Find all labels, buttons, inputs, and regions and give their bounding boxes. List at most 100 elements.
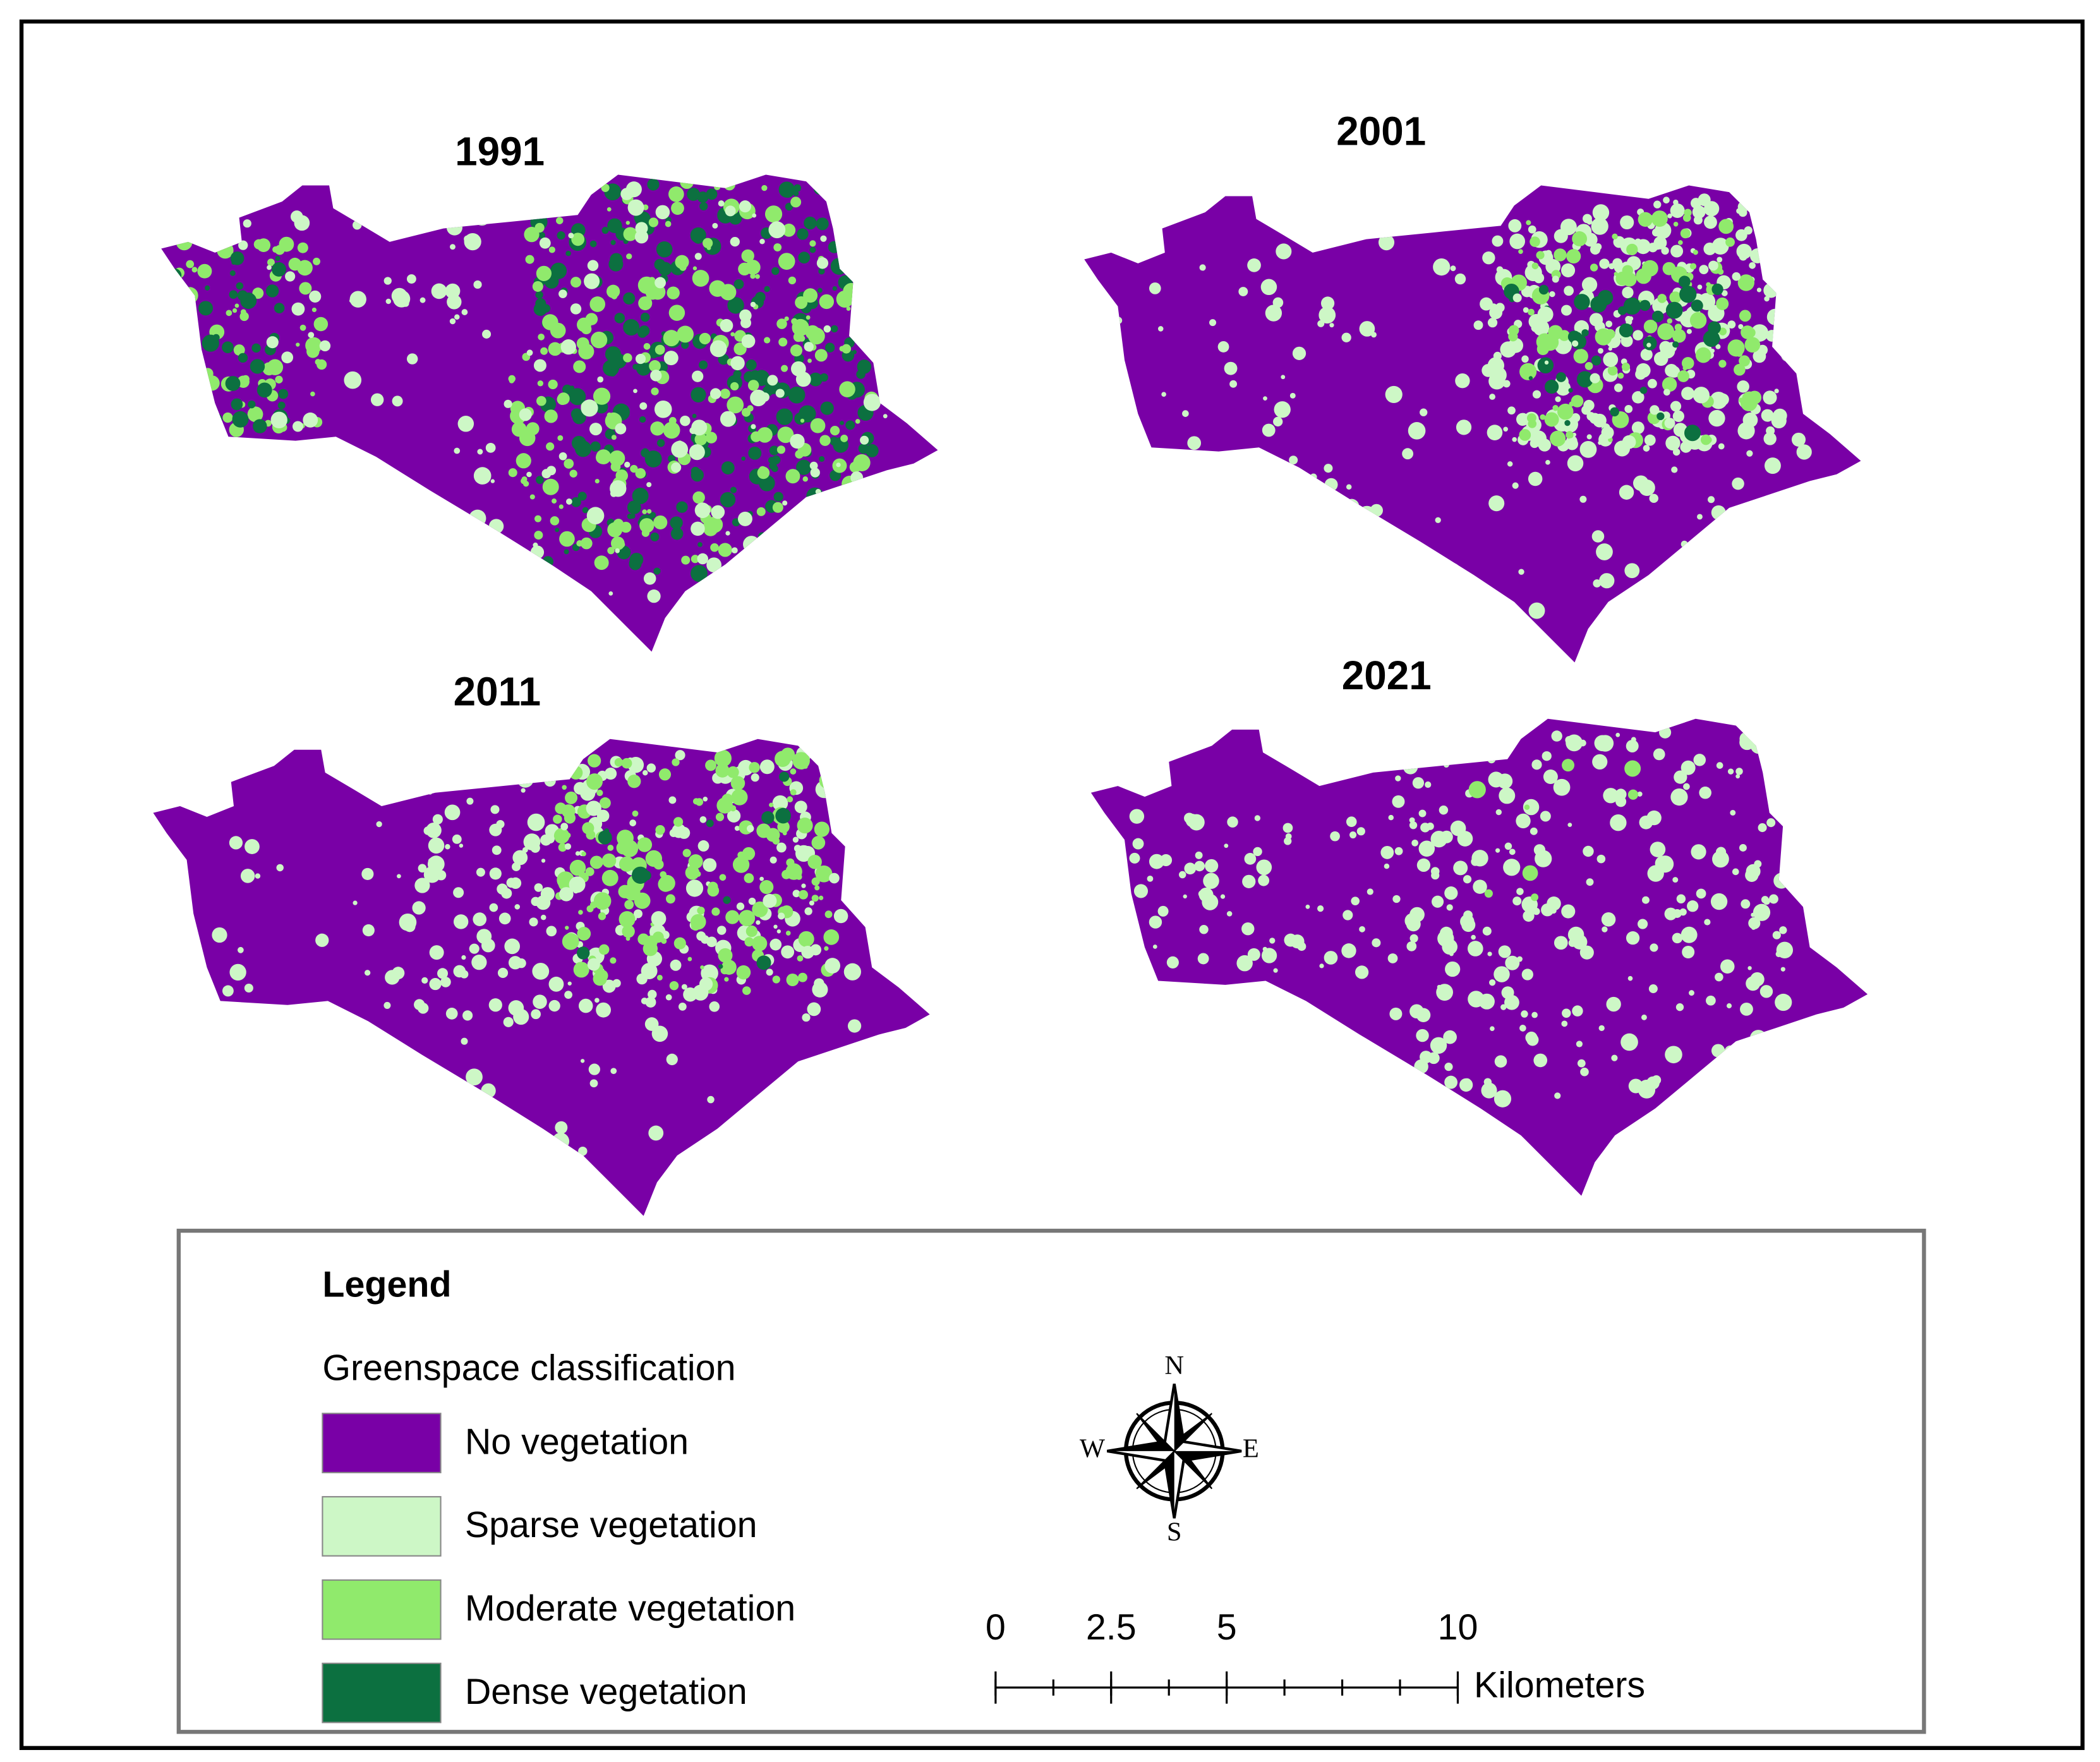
vegetation-patch [1718, 359, 1727, 368]
vegetation-patch [1538, 284, 1549, 295]
vegetation-patch [533, 542, 538, 548]
vegetation-patch [1489, 394, 1495, 400]
vegetation-patch [1519, 1025, 1526, 1032]
vegetation-patch [601, 227, 609, 234]
vegetation-patch [1263, 396, 1267, 401]
vegetation-patch [512, 862, 521, 871]
vegetation-patch [800, 418, 805, 423]
vegetation-patch [705, 431, 718, 444]
vegetation-patch [464, 233, 481, 251]
vegetation-patch [1739, 252, 1747, 261]
vegetation-patch [679, 263, 687, 271]
vegetation-patch [1554, 936, 1568, 950]
vegetation-patch [1626, 739, 1639, 752]
vegetation-patch [1157, 326, 1164, 332]
vegetation-patch [1454, 273, 1466, 285]
vegetation-patch [681, 555, 691, 565]
vegetation-patch [706, 557, 722, 573]
vegetation-patch [598, 830, 612, 845]
vegetation-patch [1194, 860, 1205, 872]
legend-swatch [322, 1413, 442, 1473]
vegetation-patch [778, 253, 795, 270]
vegetation-patch [807, 1002, 821, 1017]
vegetation-patch [1497, 773, 1513, 789]
vegetation-patch [497, 967, 509, 979]
vegetation-patch [1679, 908, 1687, 916]
vegetation-patch [1672, 448, 1681, 456]
vegetation-patch [1592, 204, 1610, 221]
vegetation-patch [1611, 1054, 1618, 1061]
vegetation-patch [1420, 408, 1428, 416]
vegetation-patch [1591, 217, 1608, 235]
vegetation-patch [820, 235, 827, 242]
vegetation-patch [412, 901, 426, 915]
vegetation-patch [1482, 926, 1492, 936]
vegetation-patch [1704, 201, 1720, 217]
vegetation-patch [526, 422, 540, 436]
vegetation-patch [1518, 249, 1523, 254]
vegetation-patch [1521, 355, 1529, 363]
vegetation-patch [1528, 308, 1535, 316]
vegetation-patch [1444, 1075, 1458, 1089]
vegetation-patch [496, 819, 505, 829]
vegetation-patch [730, 382, 739, 391]
vegetation-patch [490, 479, 495, 483]
vegetation-patch [1496, 266, 1504, 274]
vegetation-patch [560, 339, 576, 355]
vegetation-patch [1149, 915, 1162, 929]
vegetation-patch [1716, 762, 1723, 769]
vegetation-patch [655, 825, 665, 835]
vegetation-patch [1656, 412, 1665, 421]
vegetation-patch [772, 502, 783, 513]
vegetation-patch [1526, 413, 1536, 423]
vegetation-patch [576, 540, 583, 547]
vegetation-patch [587, 523, 594, 530]
vegetation-patch [1394, 847, 1403, 855]
vegetation-patch [1590, 296, 1607, 313]
vegetation-patch [1550, 430, 1566, 447]
vegetation-patch [244, 839, 260, 854]
vegetation-patch [238, 240, 248, 250]
vegetation-patch [616, 841, 630, 855]
vegetation-patch [814, 885, 820, 891]
vegetation-patch [840, 421, 844, 425]
vegetation-patch [619, 911, 636, 928]
vegetation-patch [1329, 323, 1334, 328]
vegetation-patch [632, 363, 639, 370]
vegetation-patch [692, 491, 705, 504]
vegetation-patch [781, 869, 791, 879]
vegetation-patch [1670, 788, 1688, 806]
compass-w: W [1080, 1434, 1106, 1464]
vegetation-patch [529, 494, 535, 500]
vegetation-patch [524, 227, 540, 243]
vegetation-patch [1229, 380, 1238, 388]
vegetation-patch [594, 555, 609, 570]
vegetation-patch [1791, 432, 1806, 447]
vegetation-patch [1545, 380, 1559, 394]
vegetation-patch [534, 531, 543, 540]
vegetation-patch [561, 804, 576, 818]
vegetation-patch [568, 232, 574, 239]
vegetation-patch [1385, 385, 1403, 404]
vegetation-patch [750, 301, 756, 308]
vegetation-patch [313, 257, 321, 265]
vegetation-patch [1708, 321, 1721, 335]
vegetation-patch [826, 964, 831, 968]
vegetation-patch [1753, 349, 1766, 363]
vegetation-patch [622, 925, 635, 938]
vegetation-patch [596, 1002, 612, 1018]
vegetation-patch [601, 869, 619, 886]
vegetation-patch [756, 507, 766, 516]
vegetation-patch [1672, 410, 1685, 423]
vegetation-patch [1430, 867, 1440, 876]
vegetation-patch [1556, 372, 1566, 382]
vegetation-patch [727, 396, 744, 414]
vegetation-patch [720, 389, 730, 399]
vegetation-patch [1389, 1007, 1403, 1020]
vegetation-patch [1561, 1020, 1568, 1027]
vegetation-patch [737, 511, 752, 526]
vegetation-patch [1355, 965, 1369, 979]
vegetation-patch [605, 768, 617, 780]
vegetation-patch [607, 845, 614, 851]
vegetation-patch [1384, 863, 1390, 869]
